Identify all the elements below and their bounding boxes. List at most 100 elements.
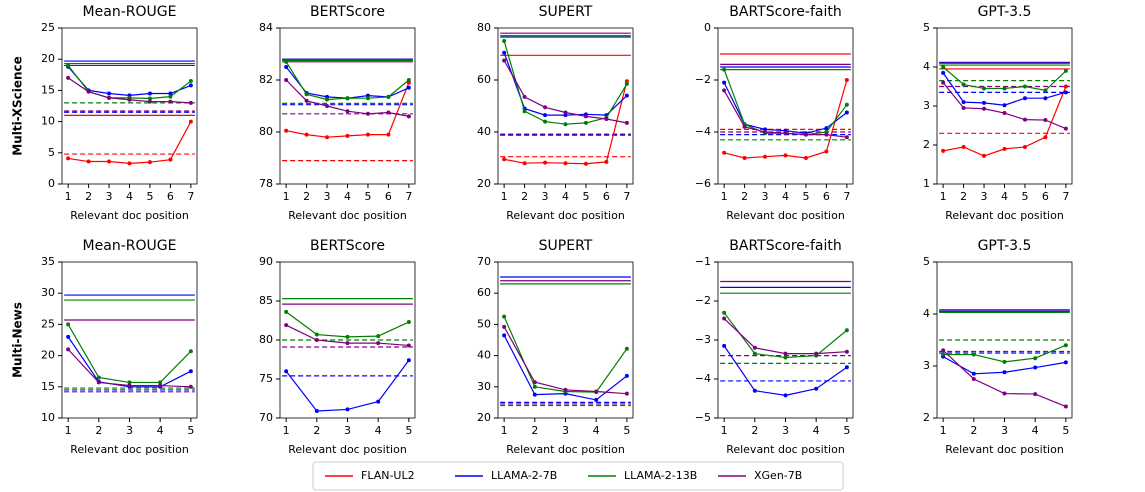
y-tick-label: 85: [259, 294, 273, 307]
y-tick-label: 84: [259, 21, 273, 34]
point: [406, 85, 411, 90]
y-tick-label: 20: [477, 411, 491, 424]
y-tick-label: 90: [259, 255, 273, 268]
point: [107, 159, 112, 164]
x-tick-label: 3: [106, 190, 113, 203]
point: [824, 132, 829, 137]
point: [345, 334, 350, 339]
point: [844, 78, 849, 82]
x-axis-label: Relevant doc position: [726, 443, 845, 456]
y-tick-label: −5: [695, 411, 711, 424]
y-tick-label: −3: [695, 333, 711, 346]
series-line: [67, 66, 192, 96]
panel-title: GPT-3.5: [978, 238, 1032, 254]
point: [1002, 391, 1007, 396]
point: [1063, 90, 1068, 95]
y-tick-label: 30: [477, 380, 491, 393]
point: [594, 389, 599, 394]
point: [624, 391, 629, 396]
x-tick-label: 1: [940, 424, 947, 437]
point: [406, 78, 411, 82]
point: [941, 65, 946, 69]
x-tick-label: 7: [1062, 190, 1069, 203]
point: [1022, 96, 1027, 101]
point: [624, 81, 629, 86]
y-tick-label: 25: [41, 21, 55, 34]
y-tick-label: −4: [695, 372, 711, 385]
point: [86, 89, 91, 94]
x-tick-label: 6: [823, 190, 830, 203]
point: [1063, 404, 1068, 409]
point: [982, 153, 987, 158]
point: [543, 113, 548, 118]
y-tick-label: 4: [923, 307, 930, 320]
point: [304, 132, 309, 137]
x-tick-label: 3: [762, 190, 769, 203]
series-line: [67, 336, 192, 388]
y-tick-label: −4: [695, 125, 711, 138]
point: [941, 148, 946, 153]
row-label: Multi-News: [11, 302, 25, 378]
y-tick-label: 2: [923, 411, 930, 424]
x-tick-label: 6: [385, 190, 392, 203]
point: [147, 96, 152, 101]
x-tick-label: 4: [126, 190, 133, 203]
x-tick-label: 2: [970, 424, 977, 437]
x-tick-label: 5: [623, 424, 630, 437]
point: [1002, 103, 1007, 108]
point: [96, 380, 101, 385]
point: [971, 371, 976, 376]
point: [168, 157, 173, 162]
series-line: [723, 82, 848, 134]
axes-frame: [936, 261, 1073, 419]
point: [1043, 88, 1048, 93]
point: [1063, 360, 1068, 365]
x-tick-label: 5: [1021, 190, 1028, 203]
x-axis-label: Relevant doc position: [945, 443, 1064, 456]
point: [624, 373, 629, 378]
point: [783, 153, 788, 158]
point: [1033, 356, 1038, 361]
point: [844, 349, 849, 354]
y-tick-label: 50: [477, 317, 491, 330]
panel-title: SUPERT: [539, 4, 593, 20]
x-tick-label: 5: [843, 424, 850, 437]
y-tick-label: 80: [259, 125, 273, 138]
point: [961, 144, 966, 149]
point: [147, 99, 152, 104]
y-tick-label: 0: [48, 177, 55, 190]
point: [314, 338, 319, 342]
point: [1022, 144, 1027, 149]
y-tick-label: 35: [41, 255, 55, 268]
point: [1043, 118, 1048, 123]
x-tick-label: 1: [501, 424, 508, 437]
x-tick-label: 4: [782, 190, 789, 203]
point: [127, 380, 132, 385]
point: [66, 322, 71, 327]
panel-title: GPT-3.5: [978, 4, 1032, 20]
point: [532, 380, 537, 385]
x-tick-label: 2: [521, 190, 528, 203]
point: [158, 383, 163, 388]
point: [722, 150, 727, 155]
point: [365, 111, 370, 116]
x-tick-label: 4: [593, 424, 600, 437]
point: [604, 159, 609, 164]
point: [66, 347, 71, 352]
point: [304, 98, 309, 103]
x-tick-label: 4: [562, 190, 569, 203]
point: [168, 91, 173, 96]
point: [583, 161, 588, 166]
point: [742, 124, 747, 129]
point: [345, 341, 350, 346]
axes-frame: [61, 27, 198, 185]
point: [624, 120, 629, 125]
x-tick-label: 6: [167, 190, 174, 203]
y-tick-label: 15: [41, 380, 55, 393]
point: [66, 156, 71, 161]
point: [722, 80, 727, 85]
y-tick-label: 20: [477, 177, 491, 190]
point: [604, 117, 609, 121]
legend-label: XGen-7B: [754, 469, 802, 482]
y-tick-label: 20: [41, 349, 55, 362]
